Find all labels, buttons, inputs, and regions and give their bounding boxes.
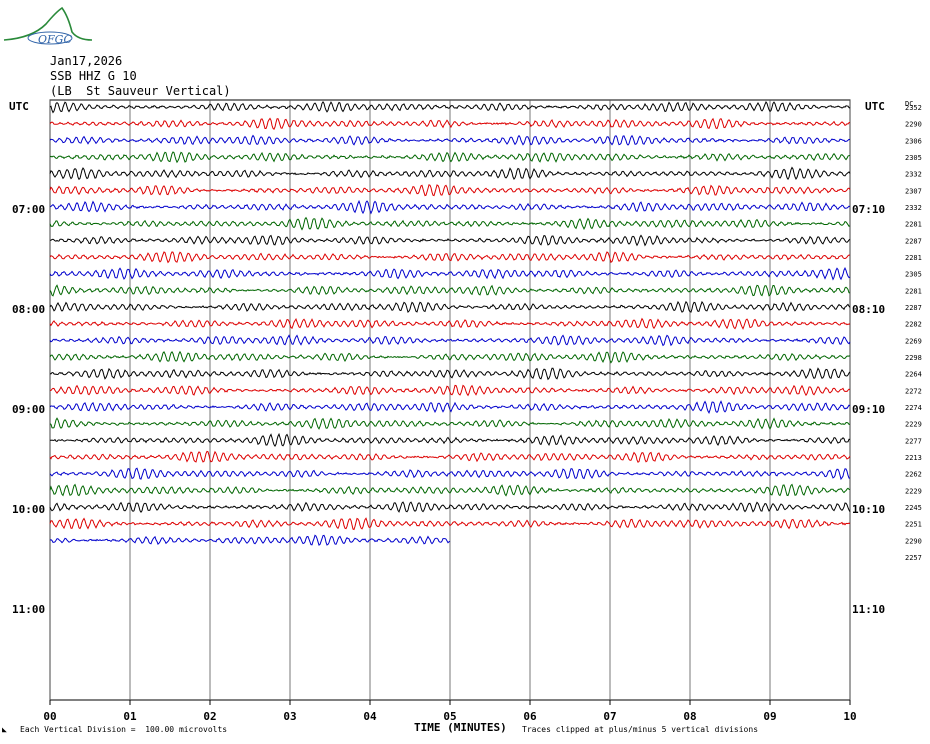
trace-5	[49, 166, 851, 181]
x-tick-label-01: 01	[123, 710, 137, 723]
trace-23	[49, 467, 851, 481]
dc-value-20: 2229	[905, 421, 922, 429]
dc-value-16: 2298	[905, 354, 922, 362]
dc-value-14: 2282	[905, 321, 922, 329]
dc-value-7: 2332	[905, 204, 922, 212]
hour-label-right-0810: 08:10	[852, 303, 885, 316]
hour-label-right-1010: 10:10	[852, 503, 885, 516]
trace-13	[49, 300, 851, 314]
dc-value-18: 2272	[905, 387, 922, 395]
x-tick-label-07: 07	[603, 710, 616, 723]
trace-17	[49, 367, 851, 381]
scale-note: Each Vertical Division = 100.00 microvol…	[20, 725, 228, 734]
utc-right-label: UTC	[865, 100, 885, 113]
x-tick-label-04: 04	[363, 710, 377, 723]
dc-value-19: 2274	[905, 404, 922, 412]
trace-6	[49, 184, 851, 197]
logo-ellipse	[27, 31, 73, 45]
x-tick-label-05: 05	[443, 710, 456, 723]
dc-value-10: 2281	[905, 254, 922, 262]
dc-value-23: 2262	[905, 471, 922, 479]
trace-15	[49, 334, 851, 347]
hour-label-right-0710: 07:10	[852, 203, 885, 216]
trace-12	[49, 284, 851, 297]
trace-4	[49, 151, 851, 164]
trace-8	[49, 216, 851, 231]
plot-date: Jan17,2026	[50, 54, 123, 68]
trace-9	[50, 234, 851, 247]
dc-value-12: 2281	[905, 287, 922, 295]
hour-label-0700: 07:00	[12, 203, 45, 216]
trace-20	[49, 417, 851, 430]
dc-value-21: 2277	[905, 437, 922, 445]
trace-25	[49, 501, 851, 513]
dc-value-11: 2305	[905, 271, 922, 279]
x-tick-label-06: 06	[523, 710, 537, 723]
trace-2	[49, 117, 851, 131]
dc-value-25: 2245	[905, 504, 922, 512]
dc-value-27: 2290	[905, 537, 922, 545]
trace-3	[49, 134, 851, 146]
dc-value-5: 2332	[905, 171, 922, 179]
x-tick-label-10: 10	[843, 710, 856, 723]
trace-26	[49, 517, 851, 531]
trace-18	[49, 384, 851, 397]
hour-label-right-1110: 11:10	[852, 603, 885, 616]
trace-16	[49, 350, 851, 364]
hour-label-1000: 10:00	[12, 503, 45, 516]
clip-note: Traces clipped at plus/minus 5 vertical …	[522, 725, 759, 734]
utc-left-label: UTC	[9, 100, 29, 113]
trace-1	[49, 100, 851, 114]
station-code: SSB HHZ G 10	[50, 69, 137, 83]
trace-19	[49, 400, 851, 414]
x-tick-label-08: 08	[683, 710, 696, 723]
trace-14	[49, 317, 851, 330]
dc-value-9: 2287	[905, 237, 922, 245]
trace-10	[49, 251, 851, 264]
trace-21	[49, 432, 851, 448]
trace-24	[49, 483, 851, 497]
x-tick-label-00: 00	[43, 710, 56, 723]
dc-value-1: 2352	[905, 104, 922, 112]
dc-value-3: 2306	[905, 137, 922, 145]
logo-swoosh	[3, 6, 93, 41]
dc-value-2: 2290	[905, 121, 922, 129]
dc-column-label: DC	[905, 100, 913, 108]
ofgc-logo: OFGC	[3, 6, 93, 46]
x-axis-title: TIME (MINUTES)	[414, 721, 507, 734]
dc-value-4: 2305	[905, 154, 922, 162]
trace-22	[49, 450, 851, 463]
trace-7	[49, 199, 851, 215]
logo-text: OFGC	[38, 33, 72, 46]
station-location: (LB St Sauveur Vertical)	[50, 84, 231, 98]
scale-icon: ◣	[2, 725, 7, 734]
hour-label-1100: 11:00	[12, 603, 45, 616]
dc-value-26: 2251	[905, 521, 922, 529]
hour-label-right-0910: 09:10	[852, 403, 885, 416]
trace-27	[49, 534, 451, 546]
dc-value-6: 2307	[905, 187, 922, 195]
x-tick-label-02: 02	[203, 710, 216, 723]
dc-value-13: 2287	[905, 304, 922, 312]
x-tick-label-03: 03	[283, 710, 296, 723]
hour-label-0900: 09:00	[12, 403, 45, 416]
hour-label-0800: 08:00	[12, 303, 45, 316]
dc-value-17: 2264	[905, 371, 922, 379]
x-tick-label-09: 09	[763, 710, 776, 723]
dc-value-22: 2213	[905, 454, 922, 462]
trace-11	[49, 266, 851, 281]
dc-value-15: 2269	[905, 337, 922, 345]
dc-value-8: 2281	[905, 221, 922, 229]
dc-value-24: 2229	[905, 487, 922, 495]
dc-value-28: 2257	[905, 554, 922, 562]
